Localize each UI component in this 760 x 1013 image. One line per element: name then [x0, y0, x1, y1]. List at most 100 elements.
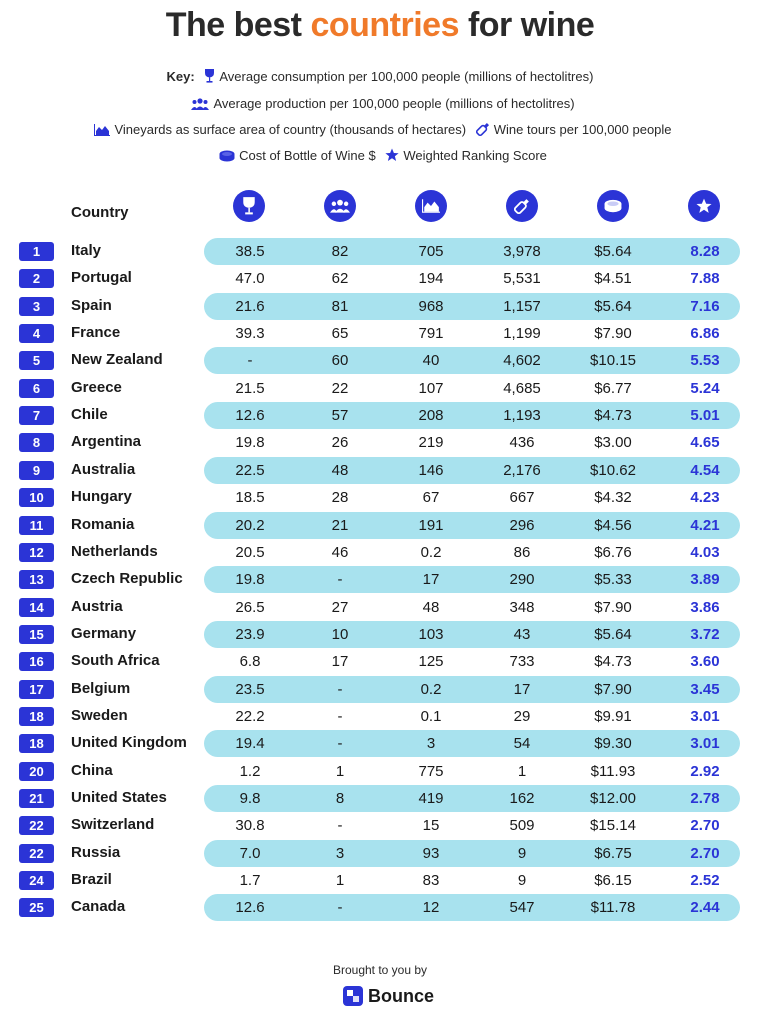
- table-row: 24 Brazil 1.7 1 83 9 $6.15 2.52: [0, 867, 760, 894]
- wine-glass-icon: [204, 69, 215, 86]
- cell-vineyards: 705: [418, 243, 444, 260]
- cell-tours: 29: [513, 707, 531, 725]
- cell-production: 22: [331, 379, 349, 397]
- cell-consumption: 20.5: [235, 543, 265, 561]
- cell-cost: $5.64: [594, 297, 632, 315]
- cell-production: 65: [331, 325, 349, 343]
- cell-tours: 733: [509, 653, 535, 671]
- cell-cost: $6.15: [594, 872, 632, 890]
- country-name: South Africa: [71, 652, 160, 670]
- country-name: Canada: [71, 898, 126, 916]
- cell-tours: 1: [517, 762, 527, 780]
- table-row: 12 Netherlands 20.5 46 0.2 86 $6.76 4.03: [0, 539, 760, 566]
- cell-consumption: 1.7: [239, 872, 261, 890]
- table-row: 5 New Zealand - 60 40 4,602 $10.15 5.53: [0, 347, 760, 375]
- cell-vineyards: 775: [418, 762, 444, 780]
- table-row: 21 United States 9.8 8 419 162 $12.00 2.78: [0, 785, 760, 812]
- cell-cost: $9.30: [594, 735, 632, 753]
- rank-badge: 6: [19, 378, 54, 398]
- cell-vineyards: 0.1: [420, 707, 442, 725]
- cell-score: 4.03: [690, 543, 720, 561]
- cell-cost: $11.93: [590, 762, 636, 780]
- country-name: United States: [71, 789, 167, 806]
- cell-cost: $7.90: [594, 680, 632, 698]
- cell-production: 60: [331, 352, 349, 370]
- cell-vineyards: 191: [418, 516, 444, 534]
- row-highlight-band: [204, 292, 740, 320]
- rank-badge: 3: [19, 296, 54, 316]
- rank-badge: 25: [19, 898, 54, 918]
- cell-cost: $4.51: [594, 270, 632, 288]
- cell-tours: 1,157: [503, 297, 541, 315]
- cell-score: 2.78: [690, 790, 720, 807]
- rank-badge: 5: [19, 351, 54, 371]
- star-icon: [385, 148, 399, 165]
- cell-tours: 509: [509, 817, 535, 835]
- cell-cost: $10.15: [590, 352, 636, 370]
- rank-badge: 17: [19, 679, 54, 699]
- table-row: 1 Italy 38.5 82 705 3,978 $5.64 8.28: [0, 238, 760, 265]
- cell-consumption: 39.3: [235, 325, 265, 343]
- key-item-tours: Wine tours per 100,000 people: [493, 122, 672, 137]
- bounce-logo-icon: [343, 986, 363, 1006]
- country-name: France: [71, 324, 121, 342]
- row-highlight-band: [204, 566, 740, 594]
- country-name: New Zealand: [71, 351, 163, 369]
- key-line-1: Key: Average consumption per 100,000 peo…: [0, 69, 760, 86]
- cell-score: 4.54: [690, 461, 720, 479]
- cell-tours: 9: [517, 872, 527, 890]
- cell-cost: $6.77: [594, 379, 632, 397]
- country-name: Australia: [71, 460, 136, 478]
- cell-score: 4.23: [690, 489, 720, 507]
- row-highlight-band: [204, 785, 740, 812]
- cell-consumption: 19.8: [235, 434, 265, 452]
- cell-production: 8: [335, 790, 345, 807]
- table-row: 17 Belgium 23.5 - 0.2 17 $7.90 3.45: [0, 675, 760, 703]
- row-highlight-band: [204, 730, 740, 758]
- cell-cost: $4.32: [594, 489, 632, 507]
- people-icon: [324, 190, 356, 222]
- rank-badge: 1: [19, 242, 54, 261]
- cell-tours: 54: [513, 735, 531, 753]
- cell-score: 5.53: [690, 352, 720, 370]
- cell-tours: 436: [509, 434, 535, 452]
- cell-score: 3.60: [690, 653, 720, 671]
- title-accent: countries: [310, 6, 459, 44]
- country-name: Hungary: [71, 488, 132, 506]
- cell-production: 28: [331, 489, 349, 507]
- cell-score: 2.92: [690, 762, 720, 780]
- cell-tours: 162: [509, 790, 535, 807]
- country-name: Portugal: [71, 269, 132, 287]
- cell-consumption: 23.5: [235, 680, 265, 698]
- country-name: Greece: [71, 378, 122, 396]
- cell-vineyards: 17: [422, 571, 440, 589]
- cell-vineyards: 15: [422, 817, 440, 835]
- cell-tours: 4,685: [503, 379, 541, 397]
- table-row: 9 Australia 22.5 48 146 2,176 $10.62 4.54: [0, 456, 760, 484]
- cell-consumption: 30.8: [235, 817, 265, 835]
- cell-vineyards: 12: [422, 899, 440, 917]
- cell-cost: $12.00: [590, 790, 636, 807]
- cell-tours: 86: [513, 543, 531, 561]
- row-highlight-band: [204, 402, 740, 430]
- brought-to-you-text: Brought to you by: [332, 963, 428, 977]
- coin-stack-icon: [597, 190, 629, 222]
- cell-vineyards: 194: [418, 270, 444, 288]
- cell-consumption: 7.0: [239, 844, 261, 862]
- rank-badge: 7: [19, 406, 54, 426]
- row-highlight-band: [204, 675, 740, 703]
- cell-vineyards: 968: [418, 297, 444, 315]
- cell-vineyards: 40: [422, 352, 440, 370]
- country-name: Spain: [71, 296, 112, 314]
- table-row: 15 Germany 23.9 10 103 43 $5.64 3.72: [0, 620, 760, 648]
- country-name: Russia: [71, 843, 121, 861]
- country-name: Romania: [71, 515, 135, 533]
- row-highlight-band: [204, 894, 740, 922]
- rank-badge: 8: [19, 433, 54, 453]
- rank-badge: 24: [19, 871, 54, 891]
- cell-vineyards: 0.2: [420, 680, 442, 698]
- row-highlight-band: [204, 511, 740, 539]
- table-row: 18 United Kingdom 19.4 - 3 54 $9.30 3.01: [0, 730, 760, 758]
- country-name: Switzerland: [71, 816, 155, 834]
- table-row: 22 Russia 7.0 3 93 9 $6.75 2.70: [0, 839, 760, 867]
